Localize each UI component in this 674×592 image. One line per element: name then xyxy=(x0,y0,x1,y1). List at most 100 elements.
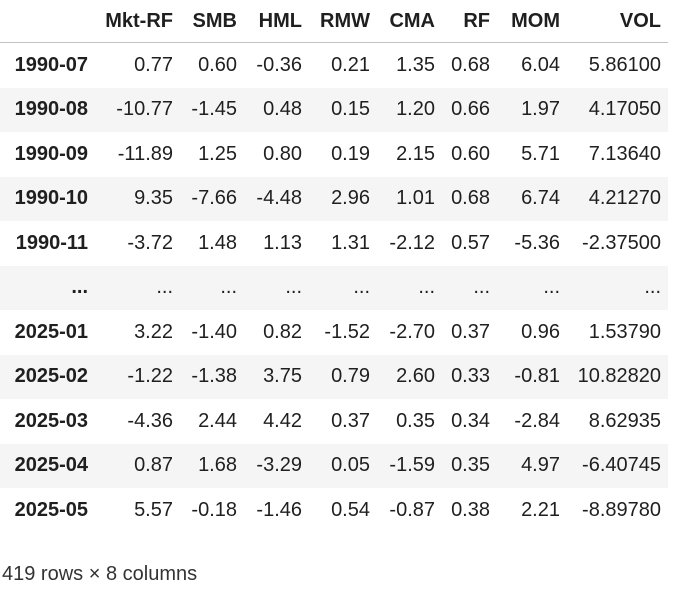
table-cell: 5.57 xyxy=(134,498,173,521)
table-header: Mkt-RF SMB HML RMW CMA RF MOM VOL xyxy=(0,0,668,43)
table-cell: -2.84 xyxy=(514,409,560,432)
table-cell: 0.38 xyxy=(451,498,490,521)
table-cell: -1.45 xyxy=(191,98,237,121)
column-header: RMW xyxy=(302,0,370,43)
table-cell: -1.59 xyxy=(389,454,435,477)
table-cell: -4.36 xyxy=(127,409,173,432)
row-index: 1990-10 xyxy=(14,187,88,210)
table-cell: ... xyxy=(543,276,560,299)
table-cell: 0.48 xyxy=(263,98,302,121)
table-cell: ... xyxy=(220,276,237,299)
table-cell: -0.18 xyxy=(191,498,237,521)
column-header: Mkt-RF xyxy=(88,0,173,43)
index-corner xyxy=(0,0,88,43)
table-cell: -4.48 xyxy=(256,187,302,210)
table-row: 1990-11 -3.72 1.48 1.13 1.31 -2.12 0.57 -5.36 -2… xyxy=(0,221,668,266)
table-cell: 0.21 xyxy=(331,53,370,76)
table-cell: 0.37 xyxy=(331,409,370,432)
table-cell: 1.01 xyxy=(396,187,435,210)
table-cell: -1.40 xyxy=(191,320,237,343)
table-cell: 0.35 xyxy=(451,454,490,477)
table-cell: 1.48 xyxy=(198,231,237,254)
table-cell: -11.89 xyxy=(117,142,173,165)
table-cell: 0.60 xyxy=(198,53,237,76)
table-cell: 0.33 xyxy=(451,365,490,388)
table-cell: 1.20 xyxy=(396,98,435,121)
table-cell: 0.80 xyxy=(263,142,302,165)
table-cell: -10.77 xyxy=(116,98,173,121)
table-row: 2025-05 5.57 -0.18 -1.46 0.54 -0.87 0.38 2.21 -8… xyxy=(0,488,668,533)
table-cell: 0.82 xyxy=(263,320,302,343)
table-cell: -0.81 xyxy=(514,365,560,388)
table-cell: 8.62935 xyxy=(588,409,661,432)
table-cell: 2.15 xyxy=(396,142,435,165)
table-cell: 2.21 xyxy=(521,498,560,521)
table-cell: 1.31 xyxy=(331,231,370,254)
table-cell: 0.37 xyxy=(451,320,490,343)
row-index: 2025-04 xyxy=(14,454,88,477)
table-row: 1990-09 -11.89 1.25 0.80 0.19 2.15 0.60 5.71 7.1… xyxy=(0,132,668,177)
header-row: Mkt-RF SMB HML RMW CMA RF MOM VOL xyxy=(0,0,668,43)
row-index: 1990-08 xyxy=(14,98,88,121)
table-body: 1990-07 0.77 0.60 -0.36 0.21 1.35 0.68 6.04 5.86… xyxy=(0,43,668,533)
table-cell: -3.72 xyxy=(127,231,173,254)
table-cell: 0.68 xyxy=(451,53,490,76)
table-cell: -1.52 xyxy=(324,320,370,343)
table-cell: 5.71 xyxy=(521,142,560,165)
table-cell: 7.13640 xyxy=(588,142,661,165)
table-cell: 3.75 xyxy=(263,365,302,388)
table-cell: ... xyxy=(473,276,490,299)
row-index: ... xyxy=(71,276,88,299)
table-cell: 9.35 xyxy=(134,187,173,210)
table-cell: -6.40745 xyxy=(582,454,661,477)
table-cell: -1.46 xyxy=(256,498,302,521)
table-cell: -3.29 xyxy=(256,454,302,477)
table-cell: 0.68 xyxy=(451,187,490,210)
table-cell: 6.74 xyxy=(521,187,560,210)
table-cell: 4.42 xyxy=(263,409,302,432)
table-cell: 4.21270 xyxy=(588,187,661,210)
table-dimensions: 419 rows × 8 columns xyxy=(2,562,198,585)
table-cell: 1.68 xyxy=(198,454,237,477)
table-row: 2025-03 -4.36 2.44 4.42 0.37 0.35 0.34 -2.84 8.6… xyxy=(0,399,668,444)
table-cell: 4.97 xyxy=(521,454,560,477)
table-cell: -8.89780 xyxy=(582,498,661,521)
table-cell: 0.34 xyxy=(451,409,490,432)
table-cell: 0.19 xyxy=(331,142,370,165)
column-header: SMB xyxy=(173,0,237,43)
table-cell: -2.70 xyxy=(389,320,435,343)
table-cell: -5.36 xyxy=(514,231,560,254)
table-cell: 3.22 xyxy=(134,320,173,343)
table-row: 1990-07 0.77 0.60 -0.36 0.21 1.35 0.68 6.04 5.86… xyxy=(0,43,668,88)
table-cell: 0.66 xyxy=(451,98,490,121)
table-cell: 0.87 xyxy=(134,454,173,477)
table-row: 2025-01 3.22 -1.40 0.82 -1.52 -2.70 0.37 0.96 1.… xyxy=(0,310,668,355)
table-cell: 0.60 xyxy=(451,142,490,165)
table-cell: 0.79 xyxy=(331,365,370,388)
column-header: VOL xyxy=(560,0,668,43)
table-cell: -7.66 xyxy=(191,187,237,210)
table-cell: 1.35 xyxy=(396,53,435,76)
table-cell: 1.25 xyxy=(198,142,237,165)
table-cell: ... xyxy=(285,276,302,299)
table-cell: ... xyxy=(644,276,661,299)
table-cell: 2.60 xyxy=(396,365,435,388)
table-row: 1990-10 9.35 -7.66 -4.48 2.96 1.01 0.68 6.74 4.2… xyxy=(0,176,668,221)
row-index: 1990-07 xyxy=(14,53,88,76)
row-index: 2025-03 xyxy=(14,409,88,432)
column-header: RF xyxy=(435,0,490,43)
column-header: CMA xyxy=(370,0,435,43)
table-cell: 0.57 xyxy=(451,231,490,254)
table-row: 1990-08 -10.77 -1.45 0.48 0.15 1.20 0.66 1.97 4.… xyxy=(0,87,668,132)
table-cell: 2.44 xyxy=(198,409,237,432)
table-cell: -1.22 xyxy=(127,365,173,388)
row-index: 1990-09 xyxy=(14,142,88,165)
table-cell: 0.54 xyxy=(331,498,370,521)
table-cell: 5.86100 xyxy=(588,53,661,76)
table-cell: 0.05 xyxy=(331,454,370,477)
table-cell: 1.13 xyxy=(263,231,302,254)
dataframe-table: Mkt-RF SMB HML RMW CMA RF MOM VOL 1990-07 0.77 0.… xyxy=(0,0,668,533)
table-cell: -2.12 xyxy=(389,231,435,254)
table-cell: 0.77 xyxy=(134,53,173,76)
table-cell: -1.38 xyxy=(191,365,237,388)
